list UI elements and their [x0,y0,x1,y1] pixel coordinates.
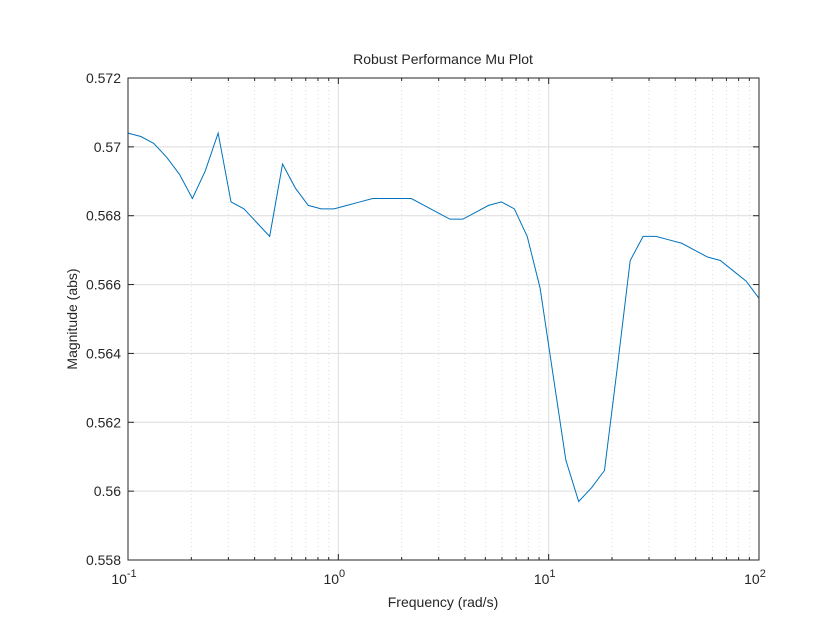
y-tick-label: 0.566 [86,277,121,293]
x-tick-base: 10 [323,571,339,587]
x-tick-label: 102 [744,568,766,587]
y-tick-label: 0.57 [94,139,121,155]
y-axis-label: Magnitude (abs) [64,268,80,369]
grid-layer [127,77,760,561]
data-line [127,131,760,503]
x-tick-base: 10 [534,571,550,587]
data-layer [127,131,760,503]
axes-box [127,77,760,561]
x-axis-label: Frequency (rad/s) [388,594,498,610]
x-tick-base: 10 [744,571,760,587]
y-tick-label: 0.558 [86,552,121,568]
x-tick-exponent: -1 [127,568,137,580]
x-tick-base: 10 [111,571,127,587]
y-tick-label: 0.572 [86,70,121,86]
x-tick-label: 101 [534,568,556,587]
x-tick-label: 10-1 [111,568,136,587]
axis-layer: 10-1 100 101 1020.5580.560.5620.5640.5660.5… [86,70,766,587]
x-tick-exponent: 1 [549,568,555,580]
x-tick-exponent: 2 [760,568,766,580]
y-tick-label: 0.564 [86,345,121,361]
y-tick-label: 0.562 [86,414,121,430]
y-tick-label: 0.56 [94,483,121,499]
y-tick-label: 0.568 [86,208,121,224]
x-tick-exponent: 0 [339,568,345,580]
chart-title: Robust Performance Mu Plot [353,51,533,67]
x-tick-label: 100 [323,568,345,587]
